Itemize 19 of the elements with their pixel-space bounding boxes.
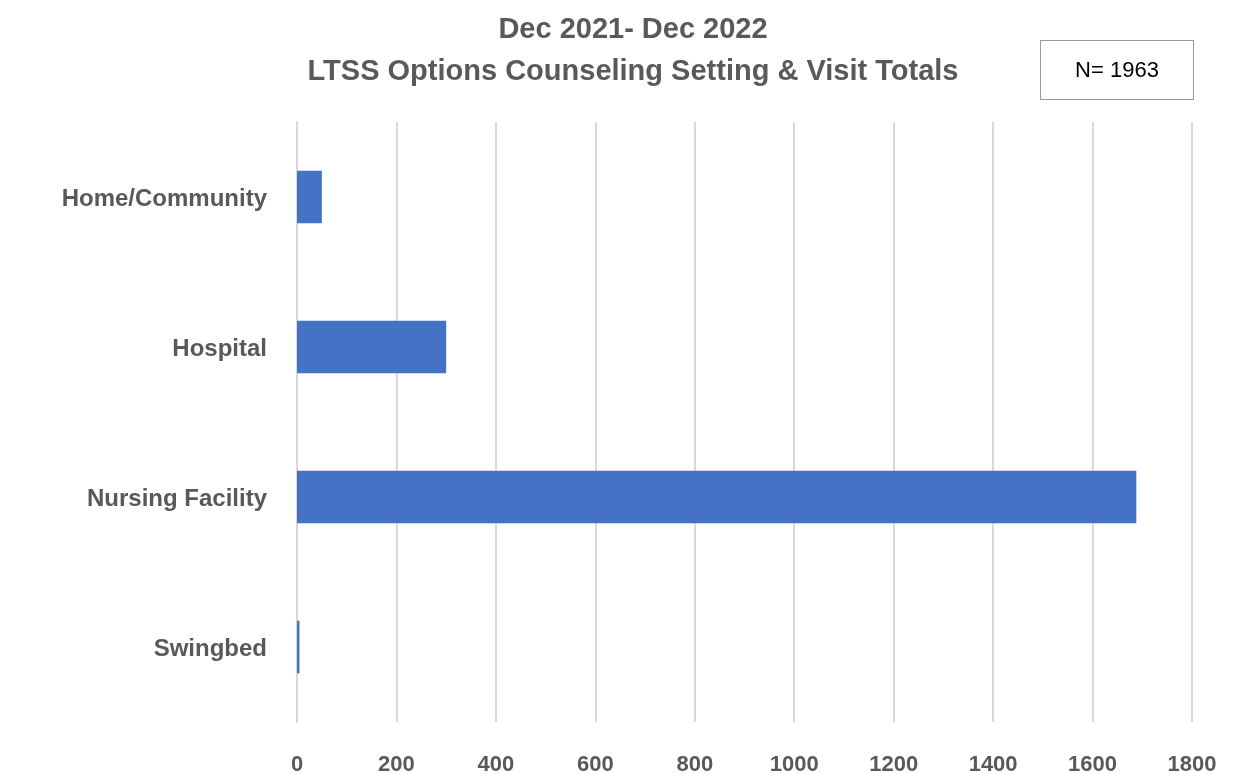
x-tick-label: 1400 <box>968 750 1018 774</box>
x-tick-label: 200 <box>378 750 415 774</box>
x-tick-label: 1600 <box>1068 750 1118 774</box>
x-tick-label: 1200 <box>869 750 919 774</box>
x-tick-label: 800 <box>676 750 714 774</box>
x-tick-label: 600 <box>576 750 614 774</box>
bar <box>297 320 447 374</box>
x-tick-label: 1800 <box>1167 750 1217 774</box>
text: N= 1963 <box>1040 40 1194 100</box>
x-tick-label: 1000 <box>769 750 819 774</box>
chart-title: Dec 2021- Dec 2022 LTSS Options Counseling Setting & Visit Totals <box>307 12 959 86</box>
y-tick-label: Hospital <box>172 333 267 361</box>
x-tick-label: 0 <box>290 750 304 774</box>
y-tick-label: Home/Community <box>61 183 268 211</box>
y-tick-label: Swingbed <box>153 633 267 661</box>
bar <box>297 470 1137 524</box>
bar <box>297 170 322 224</box>
y-tick-label: Nursing Facility <box>86 483 268 511</box>
x-tick-label: 400 <box>477 750 515 774</box>
